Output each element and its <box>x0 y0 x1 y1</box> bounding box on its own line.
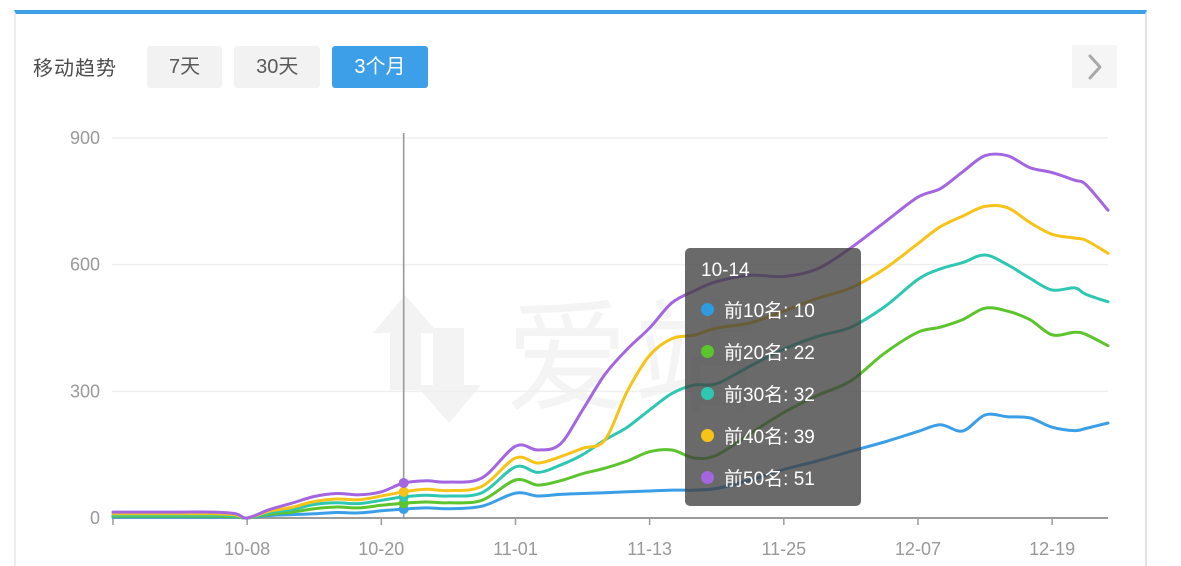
x-axis-label-1: 10-20 <box>358 539 404 559</box>
y-axis-label-300: 300 <box>70 381 100 401</box>
series-dot-icon <box>701 302 714 316</box>
x-axis-label-0: 10-08 <box>224 539 270 559</box>
series-line-3 <box>111 203 1110 520</box>
series-line-1 <box>111 306 1110 520</box>
tooltip-item-text: 前50名: 51 <box>724 468 815 490</box>
hover-dot-4 <box>398 477 409 488</box>
series-dot-icon <box>701 386 714 400</box>
x-axis-label-2: 11-01 <box>493 539 538 559</box>
tooltip-item-3: 前40名: 39 <box>701 414 845 456</box>
next-button[interactable] <box>1072 45 1117 88</box>
series-line-4 <box>111 152 1110 520</box>
aizhan-logo-icon <box>373 295 481 423</box>
tooltip-item-text: 前40名: 39 <box>724 426 815 448</box>
chart-tooltip: 10-14 前10名: 10 前20名: 22 前30名: 32 前40名: 39 前5… <box>685 248 861 506</box>
chevron-right-icon <box>1088 54 1101 79</box>
series-dot-icon <box>701 470 714 484</box>
y-axis-label-900: 900 <box>70 128 100 148</box>
panel-header: 移动趋势 7天 30天 3个月 <box>33 45 440 88</box>
tooltip-item-text: 前20名: 22 <box>724 342 815 364</box>
y-axis-label-600: 600 <box>70 255 100 275</box>
series-dot-icon <box>701 428 714 442</box>
y-axis-label-0: 0 <box>90 508 100 528</box>
x-axis-label-4: 11-25 <box>761 539 806 559</box>
tab-7-days[interactable]: 7天 <box>147 45 223 88</box>
tab-30-days[interactable]: 30天 <box>234 45 321 88</box>
tooltip-item-4: 前50名: 51 <box>701 456 845 498</box>
page-title: 移动趋势 <box>33 58 117 80</box>
tooltip-date: 10-14 <box>701 260 750 281</box>
tooltip-item-text: 前10名: 10 <box>724 300 815 322</box>
x-axis-label-3: 11-13 <box>627 539 672 559</box>
hover-dot-3 <box>398 486 409 497</box>
tab-3-months[interactable]: 3个月 <box>332 45 428 88</box>
series-line-0 <box>111 412 1110 520</box>
x-axis-label-6: 12-19 <box>1029 539 1075 559</box>
series-dot-icon <box>701 344 714 358</box>
tooltip-item-0: 前10名: 10 <box>701 288 845 330</box>
tooltip-item-text: 前30名: 32 <box>724 384 815 406</box>
x-axis-label-5: 12-07 <box>895 539 941 559</box>
mobile-trend-panel <box>14 10 1147 566</box>
tooltip-item-1: 前20名: 22 <box>701 330 845 372</box>
series-line-2 <box>111 253 1110 520</box>
tooltip-item-2: 前30名: 32 <box>701 372 845 414</box>
